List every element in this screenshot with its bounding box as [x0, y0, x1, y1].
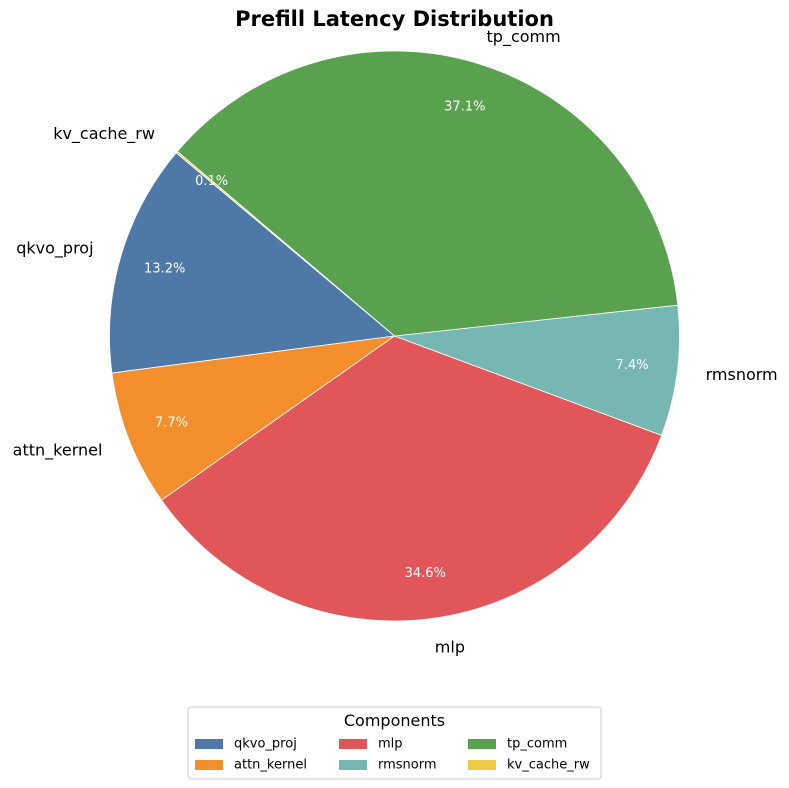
pie-slice-qkvo-proj: [109, 152, 396, 374]
legend-swatch-tp-comm: [468, 739, 496, 749]
legend-swatch-qkvo-proj: [195, 739, 223, 749]
legend-swatch-rmsnorm: [339, 760, 367, 770]
legend-label-tp-comm: tp_comm: [507, 737, 567, 752]
pct-label-mlp: 34.6%: [405, 566, 446, 581]
legend-label-attn-kernel: attn_kernel: [234, 758, 307, 773]
category-label-kv-cache-rw: kv_cache_rw: [53, 124, 155, 144]
pct-label-tp-comm: 37.1%: [444, 100, 485, 115]
percentage-labels: 13.2% 7.7% 34.6% 7.4% 37.1% 0.1%: [144, 100, 649, 581]
legend-title: Components: [344, 711, 445, 730]
pie-slice-rmsnorm: [394, 304, 680, 436]
chart-title: Prefill Latency Distribution: [235, 7, 554, 31]
pie-slice-attn-kernel: [111, 335, 395, 501]
legend-label-kv-cache-rw: kv_cache_rw: [507, 758, 590, 773]
legend-label-rmsnorm: rmsnorm: [378, 758, 437, 773]
category-label-rmsnorm: rmsnorm: [706, 365, 778, 384]
category-label-attn-kernel: attn_kernel: [13, 440, 103, 460]
legend-items: qkvo_proj attn_kernel mlp rmsnorm tp_comm kv_…: [195, 737, 590, 773]
pct-label-kv-cache-rw: 0.1%: [195, 174, 228, 189]
legend-swatch-kv-cache-rw: [468, 760, 496, 770]
category-label-tp-comm: tp_comm: [487, 27, 561, 47]
pie-slice-kv-cache-rw: [175, 150, 395, 337]
legend-label-mlp: mlp: [378, 737, 403, 752]
category-label-qkvo-proj: qkvo_proj: [16, 239, 93, 259]
pct-label-attn-kernel: 7.7%: [155, 416, 188, 431]
category-label-mlp: mlp: [435, 637, 465, 656]
legend-swatch-attn-kernel: [195, 760, 223, 770]
legend-label-qkvo-proj: qkvo_proj: [234, 737, 297, 752]
pct-label-qkvo-proj: 13.2%: [144, 261, 185, 276]
legend-frame: [187, 706, 602, 780]
pie-slice-tp-comm: [176, 50, 679, 337]
pct-label-rmsnorm: 7.4%: [616, 358, 649, 373]
legend: Components qkvo_proj attn_kernel mlp rmsnor…: [187, 706, 602, 780]
pie-slice-mlp: [160, 335, 663, 622]
legend-swatch-mlp: [339, 739, 367, 749]
pie-slices: [109, 50, 680, 622]
